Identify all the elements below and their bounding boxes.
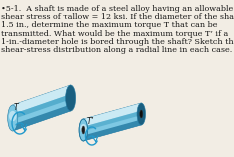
Text: T’: T’ [86, 117, 93, 126]
Polygon shape [83, 111, 141, 131]
Polygon shape [83, 103, 141, 141]
Ellipse shape [66, 85, 76, 111]
Ellipse shape [140, 110, 143, 118]
Polygon shape [83, 119, 141, 141]
Ellipse shape [9, 111, 17, 121]
Text: •5-1.  A shaft is made of a steel alloy having an allowable: •5-1. A shaft is made of a steel alloy h… [1, 5, 234, 13]
Text: 1-in.-diameter hole is bored through the shaft? Sketch the: 1-in.-diameter hole is bored through the… [1, 38, 234, 46]
Ellipse shape [80, 124, 87, 133]
Text: 1.5 in., determine the maximum torque T that can be: 1.5 in., determine the maximum torque T … [1, 21, 218, 29]
Text: T: T [13, 103, 18, 112]
Polygon shape [13, 85, 71, 131]
Ellipse shape [8, 105, 18, 131]
Ellipse shape [137, 103, 146, 125]
Ellipse shape [79, 119, 88, 141]
Ellipse shape [82, 126, 85, 134]
Polygon shape [83, 103, 141, 127]
Polygon shape [13, 85, 71, 114]
Polygon shape [13, 105, 71, 131]
Text: shear-stress distribution along a radial line in each case.: shear-stress distribution along a radial… [1, 46, 233, 54]
Polygon shape [13, 94, 71, 119]
Text: transmitted. What would be the maximum torque T’ if a: transmitted. What would be the maximum t… [1, 30, 229, 38]
Text: shear stress of τallow = 12 ksi. If the diameter of the shaft is: shear stress of τallow = 12 ksi. If the … [1, 13, 234, 21]
